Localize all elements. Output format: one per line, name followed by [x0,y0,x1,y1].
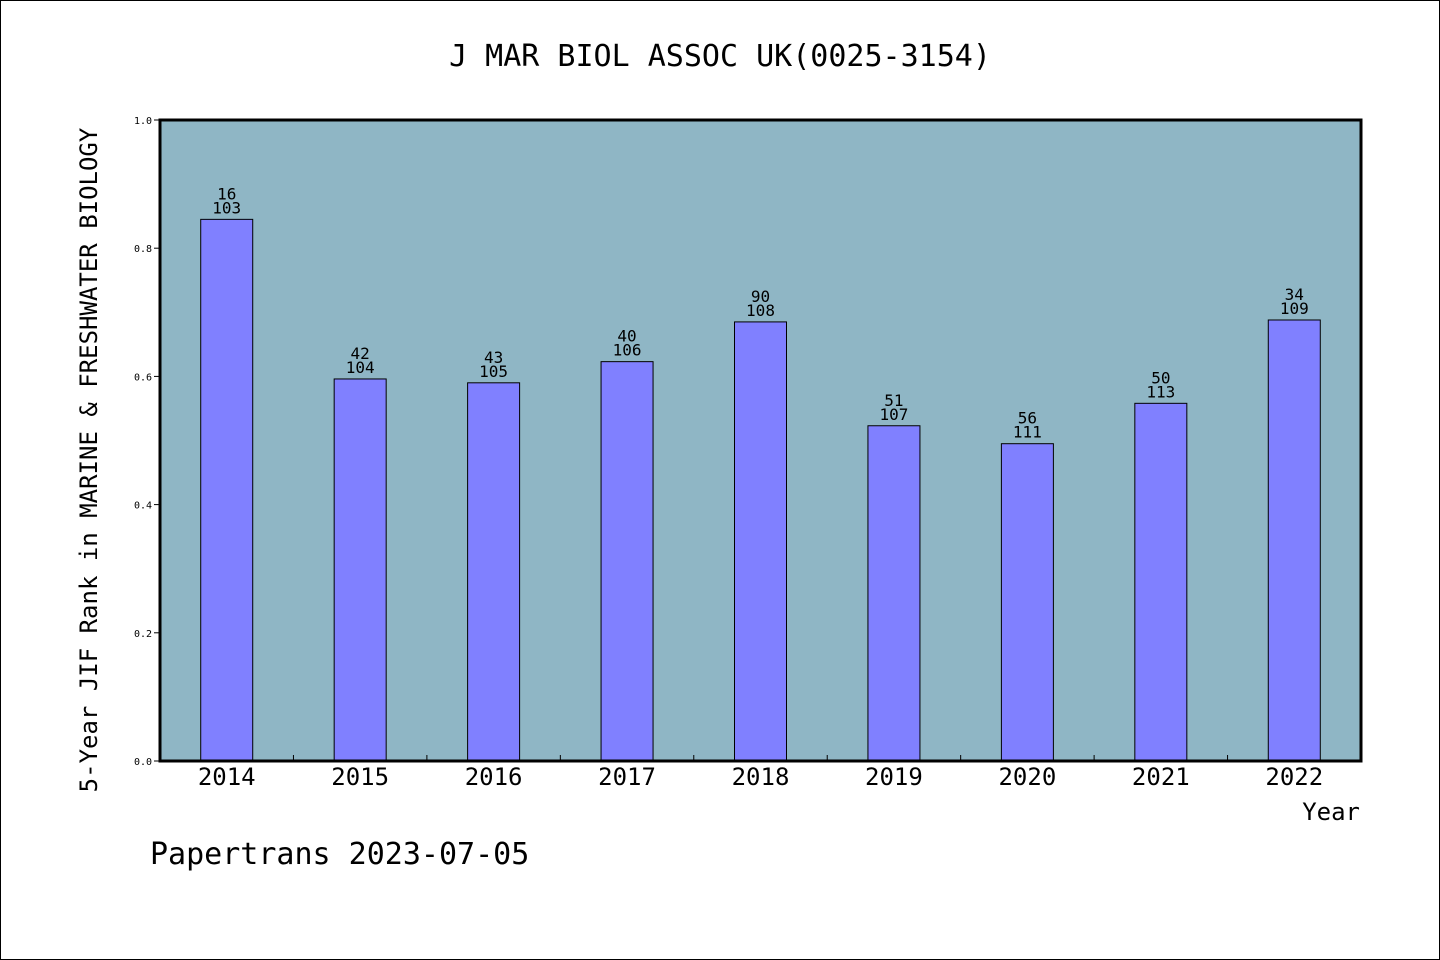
x-tick-label: 2016 [465,763,523,791]
bar-rank-label: 50 [1151,368,1170,387]
footer-text: Papertrans 2023-07-05 [150,837,529,872]
y-tick-label: 0.4 [134,501,152,512]
y-tick-label: 1.0 [134,116,152,127]
bar-2022 [1267,319,1321,762]
bar-total-label: 106 [613,341,642,360]
bar-total-label: 107 [879,405,908,424]
bar-2018 [734,321,787,762]
bar-2021 [1134,402,1188,762]
bar-2016 [467,382,521,762]
bar-2015 [333,378,387,762]
x-tick-label: 2018 [732,763,790,791]
bar-2020 [1000,443,1054,762]
bar-total-label: 104 [346,358,375,377]
x-tick-label: 2015 [331,763,389,791]
x-tick-label: 2019 [865,763,923,791]
bar-rank-label: 34 [1285,285,1304,304]
y-axis-label: 5-Year JIF Rank in MARINE & FRESHWATER B… [75,127,103,792]
x-tick-label: 2017 [598,763,656,791]
y-tick-label: 0.8 [134,244,152,255]
x-tick-label: 2021 [1132,763,1190,791]
x-tick-label: 2014 [198,763,256,791]
y-tick-label: 0.2 [134,629,152,640]
bar-2017 [600,361,654,762]
bar-rank-label: 42 [351,344,370,363]
x-tick-label: 2020 [998,763,1056,791]
y-axis: 0.0 0.2 0.4 0.6 0.8 1.0 [134,116,160,768]
bar-total-label: 109 [1280,299,1309,318]
bar-rank-label: 40 [617,327,636,346]
bar-total-label: 113 [1146,382,1175,401]
y-tick-label: 0.6 [134,372,152,383]
chart-title: J MAR BIOL ASSOC UK(0025-3154) [449,39,991,74]
bar-total-label: 111 [1013,423,1042,442]
x-tick-label: 2022 [1265,763,1323,791]
bar-total-label: 105 [479,362,508,381]
bar-rank-label: 16 [217,184,236,203]
bar-rank-label: 43 [484,348,503,367]
x-axis: 2014 2015 2016 2017 2018 2019 2020 2021 2022 [198,755,1323,791]
plot-border [158,118,1363,763]
bar-2014 [200,218,254,762]
y-tick-label: 0.0 [134,757,152,768]
bar-total-label: 108 [746,301,775,320]
bar-2019 [867,425,921,762]
x-axis-label: Year [1302,798,1360,826]
bar-rank-label: 51 [884,391,903,410]
bar-rank-label: 56 [1018,409,1037,428]
bar-total-label: 103 [212,198,241,217]
bar-rank-label: 90 [751,287,770,306]
